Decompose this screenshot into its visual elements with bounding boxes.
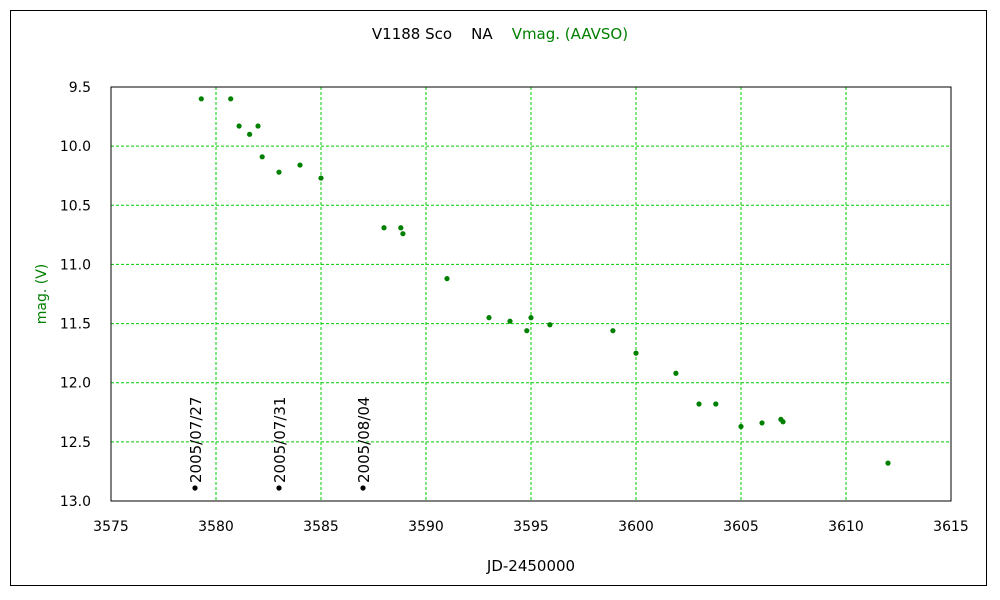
y-tick-label: 13.0 [60, 494, 91, 510]
chart-frame [10, 10, 987, 586]
chart-title: V1188 Sco NA Vmag. (AAVSO) [0, 25, 1000, 43]
source-label: Vmag. (AAVSO) [511, 25, 629, 43]
x-tick-label: 3575 [93, 519, 129, 535]
y-tick-label: 12.5 [60, 435, 91, 451]
annotation-marker [276, 485, 282, 491]
y-tick-label: 10.5 [60, 198, 91, 214]
date-annotations: 2005/07/27 2005/07/31 2005/08/04 [187, 397, 373, 491]
data-point [276, 169, 282, 175]
y-tick-label: 10.0 [60, 139, 91, 155]
x-tick-labels: 3575 3580 3585 3590 3595 3600 3605 3610 3615 [93, 519, 969, 535]
x-tick-label: 3595 [513, 519, 549, 535]
data-point [444, 276, 450, 282]
annotation-marker [360, 485, 366, 491]
x-tick-label: 3605 [723, 519, 759, 535]
x-tick-label: 3580 [198, 519, 234, 535]
subtitle-label: NA [471, 25, 493, 43]
data-point [673, 370, 679, 376]
annotation-date-label: 2005/08/04 [355, 397, 373, 483]
data-point [507, 318, 513, 324]
data-point [255, 123, 261, 129]
x-tick-label: 3615 [933, 519, 969, 535]
data-point [713, 401, 719, 407]
data-point [259, 154, 265, 160]
x-axis-label: JD-2450000 [486, 557, 575, 575]
plot-area-border [110, 86, 952, 502]
data-point [547, 322, 553, 328]
y-tick-label: 11.0 [60, 257, 91, 273]
x-tick-label: 3585 [303, 519, 339, 535]
star-name: V1188 Sco [371, 25, 453, 43]
data-point [610, 328, 616, 334]
y-tick-labels: 9.5 10.0 10.5 11.0 11.5 12.0 12.5 13.0 [60, 80, 91, 510]
data-point [247, 131, 253, 137]
y-tick-label: 12.0 [60, 376, 91, 392]
data-point [696, 401, 702, 407]
y-axis-label: mag. (V) [34, 264, 50, 325]
data-point [400, 231, 406, 237]
data-point [381, 225, 387, 231]
y-tick-label: 11.5 [60, 317, 91, 333]
x-tick-label: 3590 [408, 519, 444, 535]
x-tick-label: 3600 [618, 519, 654, 535]
annotation-date-label: 2005/07/31 [271, 397, 289, 483]
data-point [236, 123, 242, 129]
data-point [524, 328, 530, 334]
data-point [398, 225, 404, 231]
data-points [198, 96, 891, 466]
annotation-date-label: 2005/07/27 [187, 397, 205, 483]
data-point [198, 96, 204, 102]
data-point [885, 460, 891, 466]
x-tick-label: 3610 [828, 519, 864, 535]
data-point [780, 419, 786, 425]
data-point [528, 315, 534, 321]
grid-lines [111, 87, 951, 501]
data-point [738, 423, 744, 430]
y-tick-label: 9.5 [69, 80, 91, 96]
data-point [759, 420, 765, 426]
data-point [297, 162, 303, 168]
data-point [633, 350, 639, 356]
data-point [318, 175, 324, 181]
data-point [228, 96, 234, 102]
data-point [486, 315, 492, 321]
annotation-marker [192, 485, 198, 491]
